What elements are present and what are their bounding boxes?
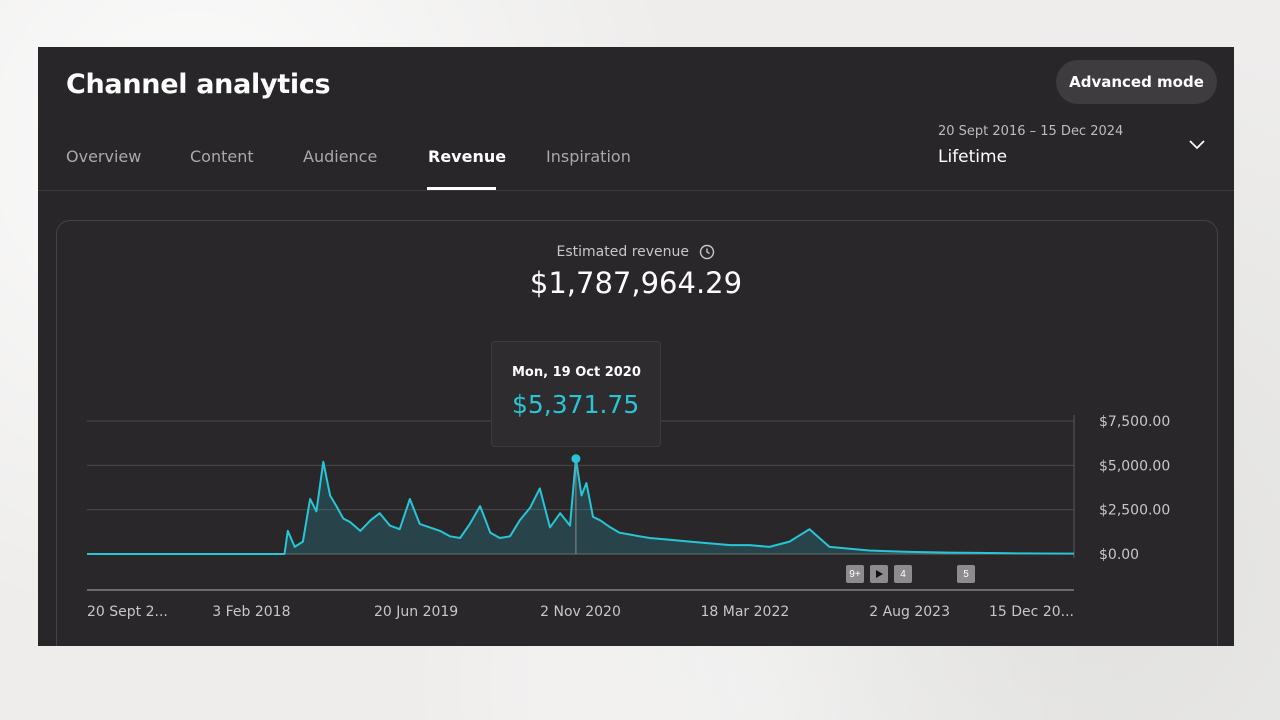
x-tick-label: 2 Aug 2023	[869, 604, 950, 620]
advanced-mode-button[interactable]: Advanced mode	[1056, 60, 1217, 104]
metric-value: $1,787,964.29	[529, 266, 743, 300]
x-tick-label: 20 Jun 2019	[374, 604, 458, 620]
series-area	[87, 458, 1074, 554]
marker-badge-5[interactable]: 5	[957, 565, 975, 583]
active-tab-indicator	[427, 187, 496, 190]
tooltip-date: Mon, 19 Oct 2020	[512, 365, 641, 380]
x-tick-label: 18 Mar 2022	[701, 604, 790, 620]
revenue-chart[interactable]: $0.00 $2,500.00 $5,000.00 $7,500.00 20 Sept …	[38, 47, 1234, 646]
metric-label-row: Estimated revenue	[38, 244, 1234, 260]
header-divider	[38, 190, 1234, 191]
chevron-down-icon[interactable]	[1188, 139, 1206, 151]
metric-label: Estimated revenue	[556, 244, 690, 260]
x-tick-label: 15 Dec 20...	[989, 604, 1074, 620]
x-tick-label: 3 Feb 2018	[212, 604, 290, 620]
tab-revenue[interactable]: Revenue	[428, 147, 507, 166]
date-period-label[interactable]: Lifetime	[938, 147, 1008, 167]
tab-overview[interactable]: Overview	[66, 147, 142, 166]
x-tick-label: 20 Sept 2...	[87, 604, 168, 620]
tab-audience[interactable]: Audience	[303, 147, 378, 166]
tab-content[interactable]: Content	[190, 147, 254, 166]
clock-icon[interactable]	[699, 244, 715, 260]
series-line	[87, 457, 1075, 555]
tab-inspiration[interactable]: Inspiration	[546, 147, 631, 166]
marker-badge-4[interactable]: 4	[894, 565, 912, 583]
y-tick-label: $5,000.00	[1099, 458, 1170, 474]
analytics-panel: Channel analytics Advanced mode Overview…	[38, 47, 1234, 646]
x-tick-label: 2 Nov 2020	[540, 604, 621, 620]
date-range-text[interactable]: 20 Sept 2016 – 15 Dec 2024	[938, 124, 1124, 139]
chart-tooltip: Mon, 19 Oct 2020 $5,371.75	[491, 341, 661, 447]
y-tick-label: $2,500.00	[1099, 503, 1170, 519]
play-icon	[876, 570, 883, 578]
page-title: Channel analytics	[66, 69, 331, 100]
y-tick-label: $0.00	[1099, 547, 1139, 563]
y-tick-label: $7,500.00	[1099, 414, 1170, 430]
highlight-point	[571, 454, 581, 464]
marker-play[interactable]	[870, 565, 888, 583]
tooltip-value: $5,371.75	[512, 390, 640, 419]
marker-badge-many[interactable]: 9+	[846, 565, 864, 583]
